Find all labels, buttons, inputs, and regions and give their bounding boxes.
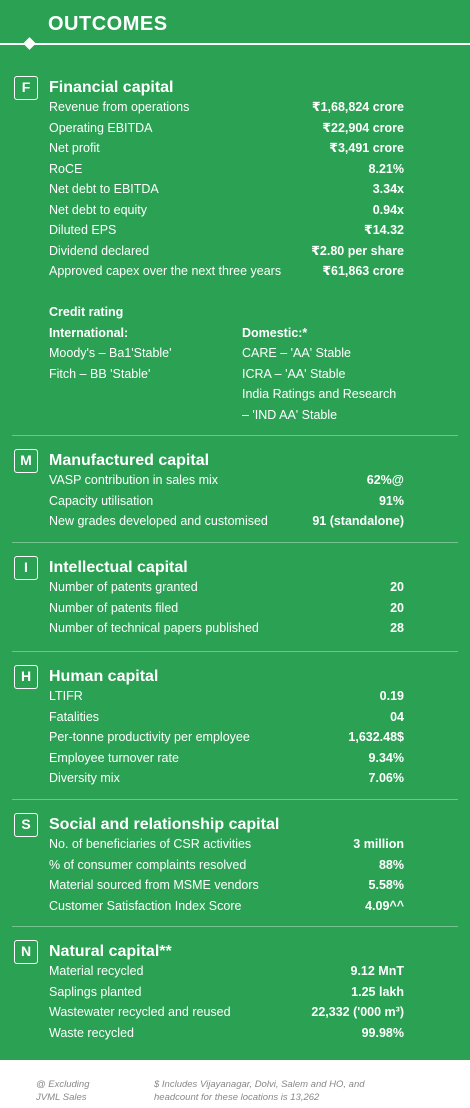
row-value: 8.21% bbox=[368, 161, 404, 176]
title: OUTCOMES bbox=[48, 13, 168, 35]
row-label: RoCE bbox=[49, 161, 83, 176]
row-value: 5.58% bbox=[368, 878, 404, 892]
title-rule bbox=[0, 43, 470, 45]
row-label: Waste recycled bbox=[49, 1025, 134, 1040]
row-value: 4.09^^ bbox=[365, 898, 404, 913]
footnote: @ Excluding JVML Sales bbox=[36, 1079, 90, 1103]
row-value: ₹2.80 per share bbox=[311, 243, 404, 258]
row-label: Net profit bbox=[49, 141, 100, 155]
row-value: 9.34% bbox=[368, 750, 404, 765]
divider bbox=[12, 542, 458, 543]
footnote: $ Includes Vijayanagar, Dolvi, Salem and… bbox=[154, 1079, 365, 1103]
row-label: Employee turnover rate bbox=[49, 750, 179, 765]
row-label: Material recycled bbox=[49, 964, 144, 978]
row-value: 1.25 lakh bbox=[351, 984, 404, 999]
row-value: 91 (standalone) bbox=[312, 514, 404, 528]
row-value: ₹61,863 crore bbox=[322, 264, 404, 278]
section-heading: Financial capital bbox=[49, 79, 174, 96]
row-value: 9.12 MnT bbox=[350, 964, 405, 978]
row-label: Saplings planted bbox=[49, 984, 142, 999]
row-value: 7.06% bbox=[368, 771, 404, 785]
section-heading: Manufactured capital bbox=[49, 452, 210, 469]
row-value: 0.94x bbox=[372, 202, 404, 217]
row-label: Wastewater recycled and reused bbox=[49, 1005, 231, 1019]
section-letter: M bbox=[14, 449, 38, 473]
section-heading: Natural capital** bbox=[49, 943, 172, 960]
row-value: 91% bbox=[378, 493, 404, 508]
row-label: New grades developed and customised bbox=[49, 514, 268, 528]
section-letter: I bbox=[14, 556, 38, 580]
row-label: Number of technical papers published bbox=[49, 621, 259, 635]
divider bbox=[12, 799, 458, 800]
row-value: ₹22,904 crore bbox=[322, 120, 404, 135]
row-label: Per-tonne productivity per employee bbox=[49, 730, 250, 744]
row-label: Number of patents filed bbox=[49, 600, 179, 615]
row-label: Operating EBITDA bbox=[49, 120, 153, 135]
row-value: 3 million bbox=[353, 837, 404, 851]
row-value: 99.98% bbox=[361, 1025, 404, 1040]
row-value: ₹14.32 bbox=[364, 223, 404, 237]
background bbox=[0, 0, 470, 1060]
row-label: LTIFR bbox=[49, 689, 83, 703]
row-value: 20 bbox=[390, 580, 404, 594]
section-letter: N bbox=[14, 940, 38, 964]
row-label: Number of patents granted bbox=[49, 580, 198, 594]
section-letter: H bbox=[14, 665, 38, 689]
credit-line: Moody's – Ba1'Stable' bbox=[49, 346, 172, 360]
row-value: ₹3,491 crore bbox=[329, 141, 404, 155]
row-label: Dividend declared bbox=[49, 243, 150, 258]
section-heading: Intellectual capital bbox=[49, 559, 188, 576]
row-label: Material sourced from MSME vendors bbox=[49, 878, 259, 892]
row-value: ₹1,68,824 crore bbox=[311, 100, 404, 114]
row-value: 1,632.48$ bbox=[348, 730, 404, 744]
row-value: 3.34x bbox=[372, 182, 404, 196]
credit-line: Fitch – BB 'Stable' bbox=[49, 366, 151, 381]
credit-line: CARE – 'AA' Stable bbox=[242, 346, 351, 360]
row-label: Net debt to EBITDA bbox=[49, 182, 159, 196]
row-label: Capacity utilisation bbox=[49, 493, 154, 508]
credit-line: ICRA – 'AA' Stable bbox=[242, 366, 346, 381]
divider bbox=[12, 435, 458, 436]
section-heading: Social and relationship capital bbox=[49, 816, 280, 833]
row-label: Diluted EPS bbox=[49, 223, 117, 237]
row-value: 88% bbox=[378, 857, 404, 872]
divider bbox=[12, 926, 458, 927]
divider bbox=[12, 651, 458, 652]
credit-subheading: International: bbox=[49, 325, 129, 340]
credit-line: India Ratings and Research bbox=[242, 387, 397, 401]
row-value: 04 bbox=[390, 709, 404, 724]
row-label: % of consumer complaints resolved bbox=[49, 857, 247, 872]
row-label: No. of beneficiaries of CSR activities bbox=[49, 837, 252, 851]
row-value: 62%@ bbox=[366, 473, 404, 487]
section-letter: F bbox=[14, 76, 38, 100]
row-label: Customer Satisfaction Index Score bbox=[49, 898, 242, 913]
credit-heading: Credit rating bbox=[49, 305, 124, 319]
row-label: VASP contribution in sales mix bbox=[49, 473, 219, 487]
row-value: 0.19 bbox=[379, 689, 404, 703]
row-value: 22,332 ('000 m³) bbox=[311, 1005, 404, 1019]
row-value: 28 bbox=[390, 621, 404, 635]
row-label: Fatalities bbox=[49, 709, 100, 724]
credit-line: – 'IND AA' Stable bbox=[242, 407, 338, 422]
row-label: Diversity mix bbox=[49, 771, 120, 785]
row-label: Net debt to equity bbox=[49, 202, 147, 217]
row-value: 20 bbox=[390, 600, 404, 615]
row-label: Revenue from operations bbox=[49, 100, 190, 114]
section-heading: Human capital bbox=[49, 668, 159, 685]
section-letter: S bbox=[14, 813, 38, 837]
row-label: Approved capex over the next three years bbox=[49, 264, 282, 278]
credit-subheading: Domestic:* bbox=[242, 325, 308, 340]
